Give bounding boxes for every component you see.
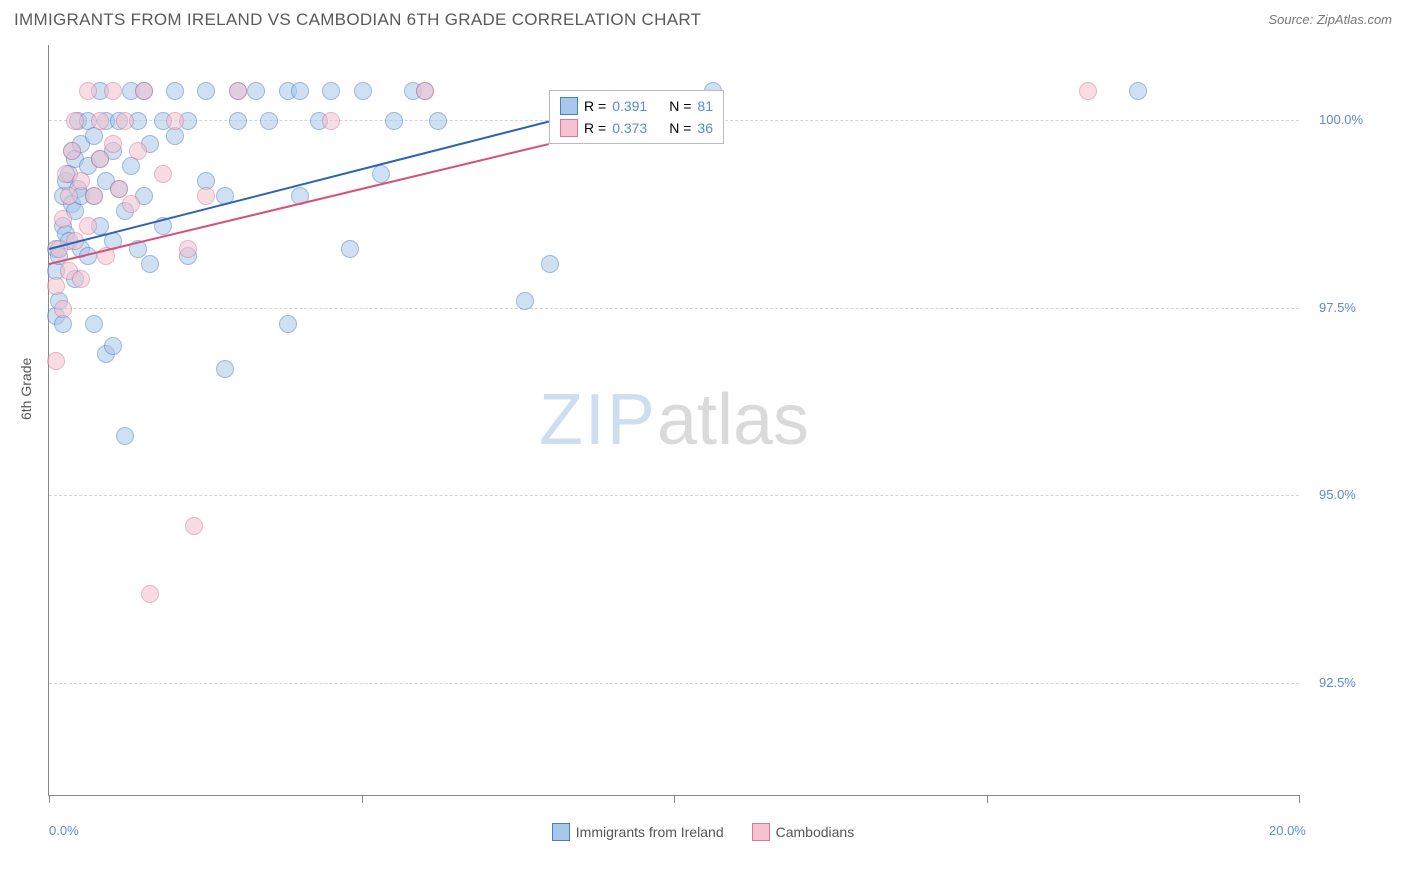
gridline: [49, 683, 1299, 684]
data-point: [260, 112, 278, 130]
legend-swatch: [560, 119, 578, 137]
y-tick-label: 92.5%: [1319, 675, 1356, 690]
data-point: [322, 82, 340, 100]
data-point: [60, 187, 78, 205]
r-value: 0.373: [612, 117, 647, 139]
y-tick-label: 100.0%: [1319, 112, 1363, 127]
x-tick: [49, 795, 50, 803]
data-point: [54, 300, 72, 318]
n-label: N =: [669, 95, 691, 117]
y-tick-label: 95.0%: [1319, 487, 1356, 502]
x-tick: [987, 795, 988, 803]
data-point: [185, 517, 203, 535]
correlation-legend: R = 0.391 N = 81 R = 0.373 N = 36: [549, 90, 724, 144]
bottom-legend: Immigrants from Ireland Cambodians: [0, 823, 1406, 844]
data-point: [341, 240, 359, 258]
data-point: [104, 135, 122, 153]
data-point: [279, 315, 297, 333]
data-point: [1079, 82, 1097, 100]
data-point: [516, 292, 534, 310]
y-tick-label: 97.5%: [1319, 300, 1356, 315]
data-point: [429, 112, 447, 130]
data-point: [135, 82, 153, 100]
data-point: [372, 165, 390, 183]
chart-title: IMMIGRANTS FROM IRELAND VS CAMBODIAN 6TH…: [14, 10, 701, 29]
data-point: [166, 82, 184, 100]
data-point: [104, 82, 122, 100]
data-point: [85, 187, 103, 205]
data-point: [229, 112, 247, 130]
r-label: R =: [584, 95, 606, 117]
data-point: [63, 142, 81, 160]
x-tick: [362, 795, 363, 803]
data-point: [1129, 82, 1147, 100]
legend-row: R = 0.391 N = 81: [560, 95, 713, 117]
r-label: R =: [584, 117, 606, 139]
legend-item: Immigrants from Ireland: [552, 823, 724, 841]
data-point: [216, 360, 234, 378]
data-point: [72, 172, 90, 190]
n-label: N =: [669, 117, 691, 139]
legend-row: R = 0.373 N = 36: [560, 117, 713, 139]
x-tick: [674, 795, 675, 803]
gridline: [49, 308, 1299, 309]
y-axis-label: 6th Grade: [18, 358, 34, 420]
data-point: [229, 82, 247, 100]
data-point: [354, 82, 372, 100]
source-label: Source: ZipAtlas.com: [1268, 12, 1392, 27]
data-point: [154, 165, 172, 183]
data-point: [197, 187, 215, 205]
data-point: [166, 112, 184, 130]
data-point: [91, 150, 109, 168]
data-point: [141, 255, 159, 273]
data-point: [322, 112, 340, 130]
data-point: [54, 210, 72, 228]
legend-label: Immigrants from Ireland: [576, 824, 724, 840]
scatter-plot-area: ZIPatlas 92.5%95.0%97.5%100.0%0.0%20.0%R…: [48, 45, 1299, 796]
data-point: [79, 82, 97, 100]
data-point: [122, 195, 140, 213]
data-point: [141, 585, 159, 603]
data-point: [291, 82, 309, 100]
data-point: [85, 315, 103, 333]
data-point: [116, 112, 134, 130]
legend-swatch: [552, 823, 570, 841]
legend-label: Cambodians: [776, 824, 855, 840]
data-point: [179, 240, 197, 258]
legend-swatch: [752, 823, 770, 841]
n-value: 81: [697, 95, 713, 117]
r-value: 0.391: [612, 95, 647, 117]
x-tick: [1299, 795, 1300, 803]
n-value: 36: [697, 117, 713, 139]
data-point: [541, 255, 559, 273]
legend-item: Cambodians: [752, 823, 855, 841]
data-point: [385, 112, 403, 130]
data-point: [66, 112, 84, 130]
data-point: [72, 270, 90, 288]
data-point: [416, 82, 434, 100]
data-point: [104, 337, 122, 355]
data-point: [110, 180, 128, 198]
data-point: [91, 112, 109, 130]
watermark: ZIPatlas: [539, 379, 809, 461]
data-point: [47, 352, 65, 370]
data-point: [197, 82, 215, 100]
data-point: [79, 217, 97, 235]
data-point: [116, 427, 134, 445]
data-point: [129, 142, 147, 160]
legend-swatch: [560, 97, 578, 115]
data-point: [247, 82, 265, 100]
gridline: [49, 495, 1299, 496]
